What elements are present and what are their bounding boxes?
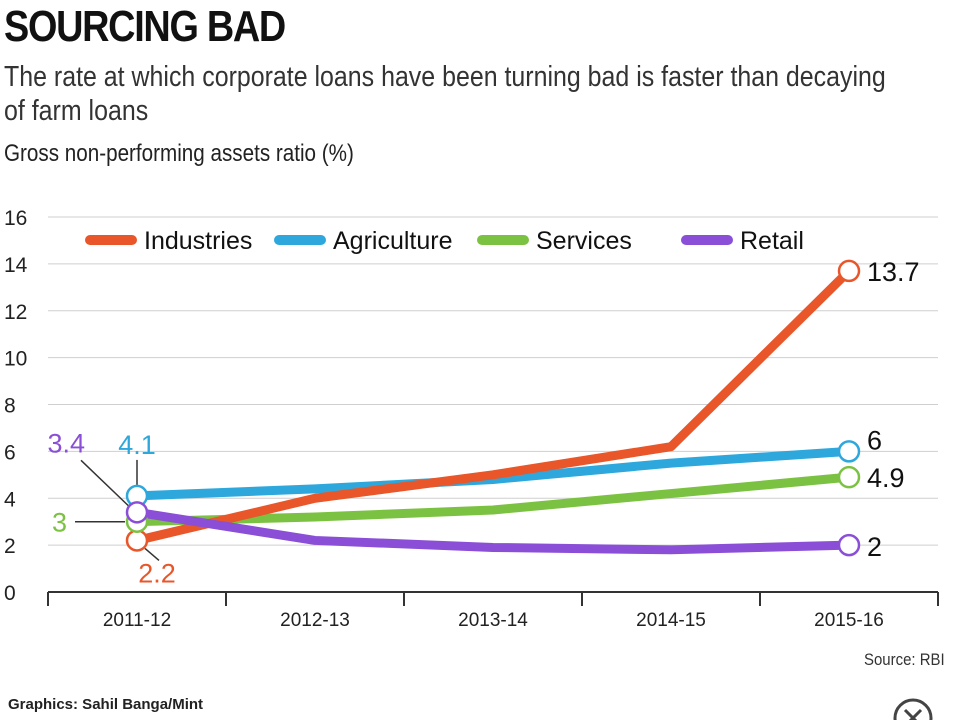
y-tick-label-4: 4	[4, 488, 16, 511]
series-line-industries	[132, 266, 854, 545]
marker-industries-4	[837, 259, 861, 283]
y-tick-label-10: 10	[4, 348, 27, 371]
start-label-services: 3	[52, 508, 67, 538]
y-tick-label-8: 8	[4, 395, 16, 418]
y-tick-label-0: 0	[4, 582, 16, 605]
x-tick-label-2015-16: 2015-16	[814, 610, 884, 631]
y-tick-label-16: 16	[4, 207, 27, 230]
x-axis: 2011-12 2012-13 2013-14 2014-15 2015-16	[47, 591, 939, 631]
x-tick-label-2013-14: 2013-14	[458, 610, 528, 631]
marker-services-4	[837, 465, 861, 489]
endpoint-markers	[125, 259, 861, 557]
end-label-agriculture: 6	[867, 425, 882, 455]
x-tick-label-2012-13: 2012-13	[280, 610, 350, 631]
leader-industries	[144, 547, 160, 562]
y-axis-label: Gross non-performing assets ratio (%)	[4, 140, 354, 167]
start-label-industries: 2.2	[138, 558, 176, 588]
legend: Industries Agriculture Services Retail	[85, 227, 804, 255]
y-tick-label-12: 12	[4, 301, 27, 324]
y-axis-ticks: 0 2 4 6 8 10 12 14 16	[4, 207, 28, 605]
data-labels: 13.7 6 4.9 2 4.1 3 3.4 2.2	[47, 257, 919, 589]
legend-label-services: Services	[536, 227, 632, 255]
callout-leaders	[75, 459, 160, 562]
x-tick-label-2014-15: 2014-15	[636, 610, 706, 631]
close-circle-icon	[893, 698, 933, 720]
line-chart: 0 2 4 6 8 10 12 14 16 2011-12 2012-13 2013-14 2014-…	[4, 207, 939, 631]
end-label-retail: 2	[867, 532, 882, 562]
series-line-services	[132, 472, 854, 527]
legend-label-agriculture: Agriculture	[333, 227, 453, 255]
start-label-agriculture: 4.1	[118, 430, 156, 460]
legend-label-retail: Retail	[740, 227, 804, 255]
y-tick-label-2: 2	[4, 535, 16, 558]
marker-retail-4	[837, 533, 861, 557]
series-lines	[132, 266, 854, 555]
end-label-industries: 13.7	[867, 257, 920, 287]
end-label-services: 4.9	[867, 463, 905, 493]
source-note: Source: RBI	[864, 650, 945, 669]
graphics-credit: Graphics: Sahil Banga/Mint	[8, 696, 204, 713]
y-tick-label-6: 6	[4, 441, 16, 464]
start-label-retail: 3.4	[47, 428, 85, 458]
series-line-agriculture	[132, 446, 854, 501]
marker-agriculture-4	[837, 440, 861, 463]
close-button[interactable]	[891, 696, 935, 720]
x-tick-label-2011-12: 2011-12	[103, 610, 171, 631]
y-tick-label-14: 14	[4, 254, 28, 277]
marker-industries-0	[125, 529, 149, 552]
marker-retail-0	[125, 501, 149, 524]
chart-title: SOURCING BAD	[4, 2, 286, 51]
legend-label-industries: Industries	[144, 227, 252, 255]
leader-retail	[80, 459, 130, 507]
chart-subtitle: The rate at which corporate loans have b…	[4, 61, 886, 127]
series-line-retail	[132, 507, 854, 555]
